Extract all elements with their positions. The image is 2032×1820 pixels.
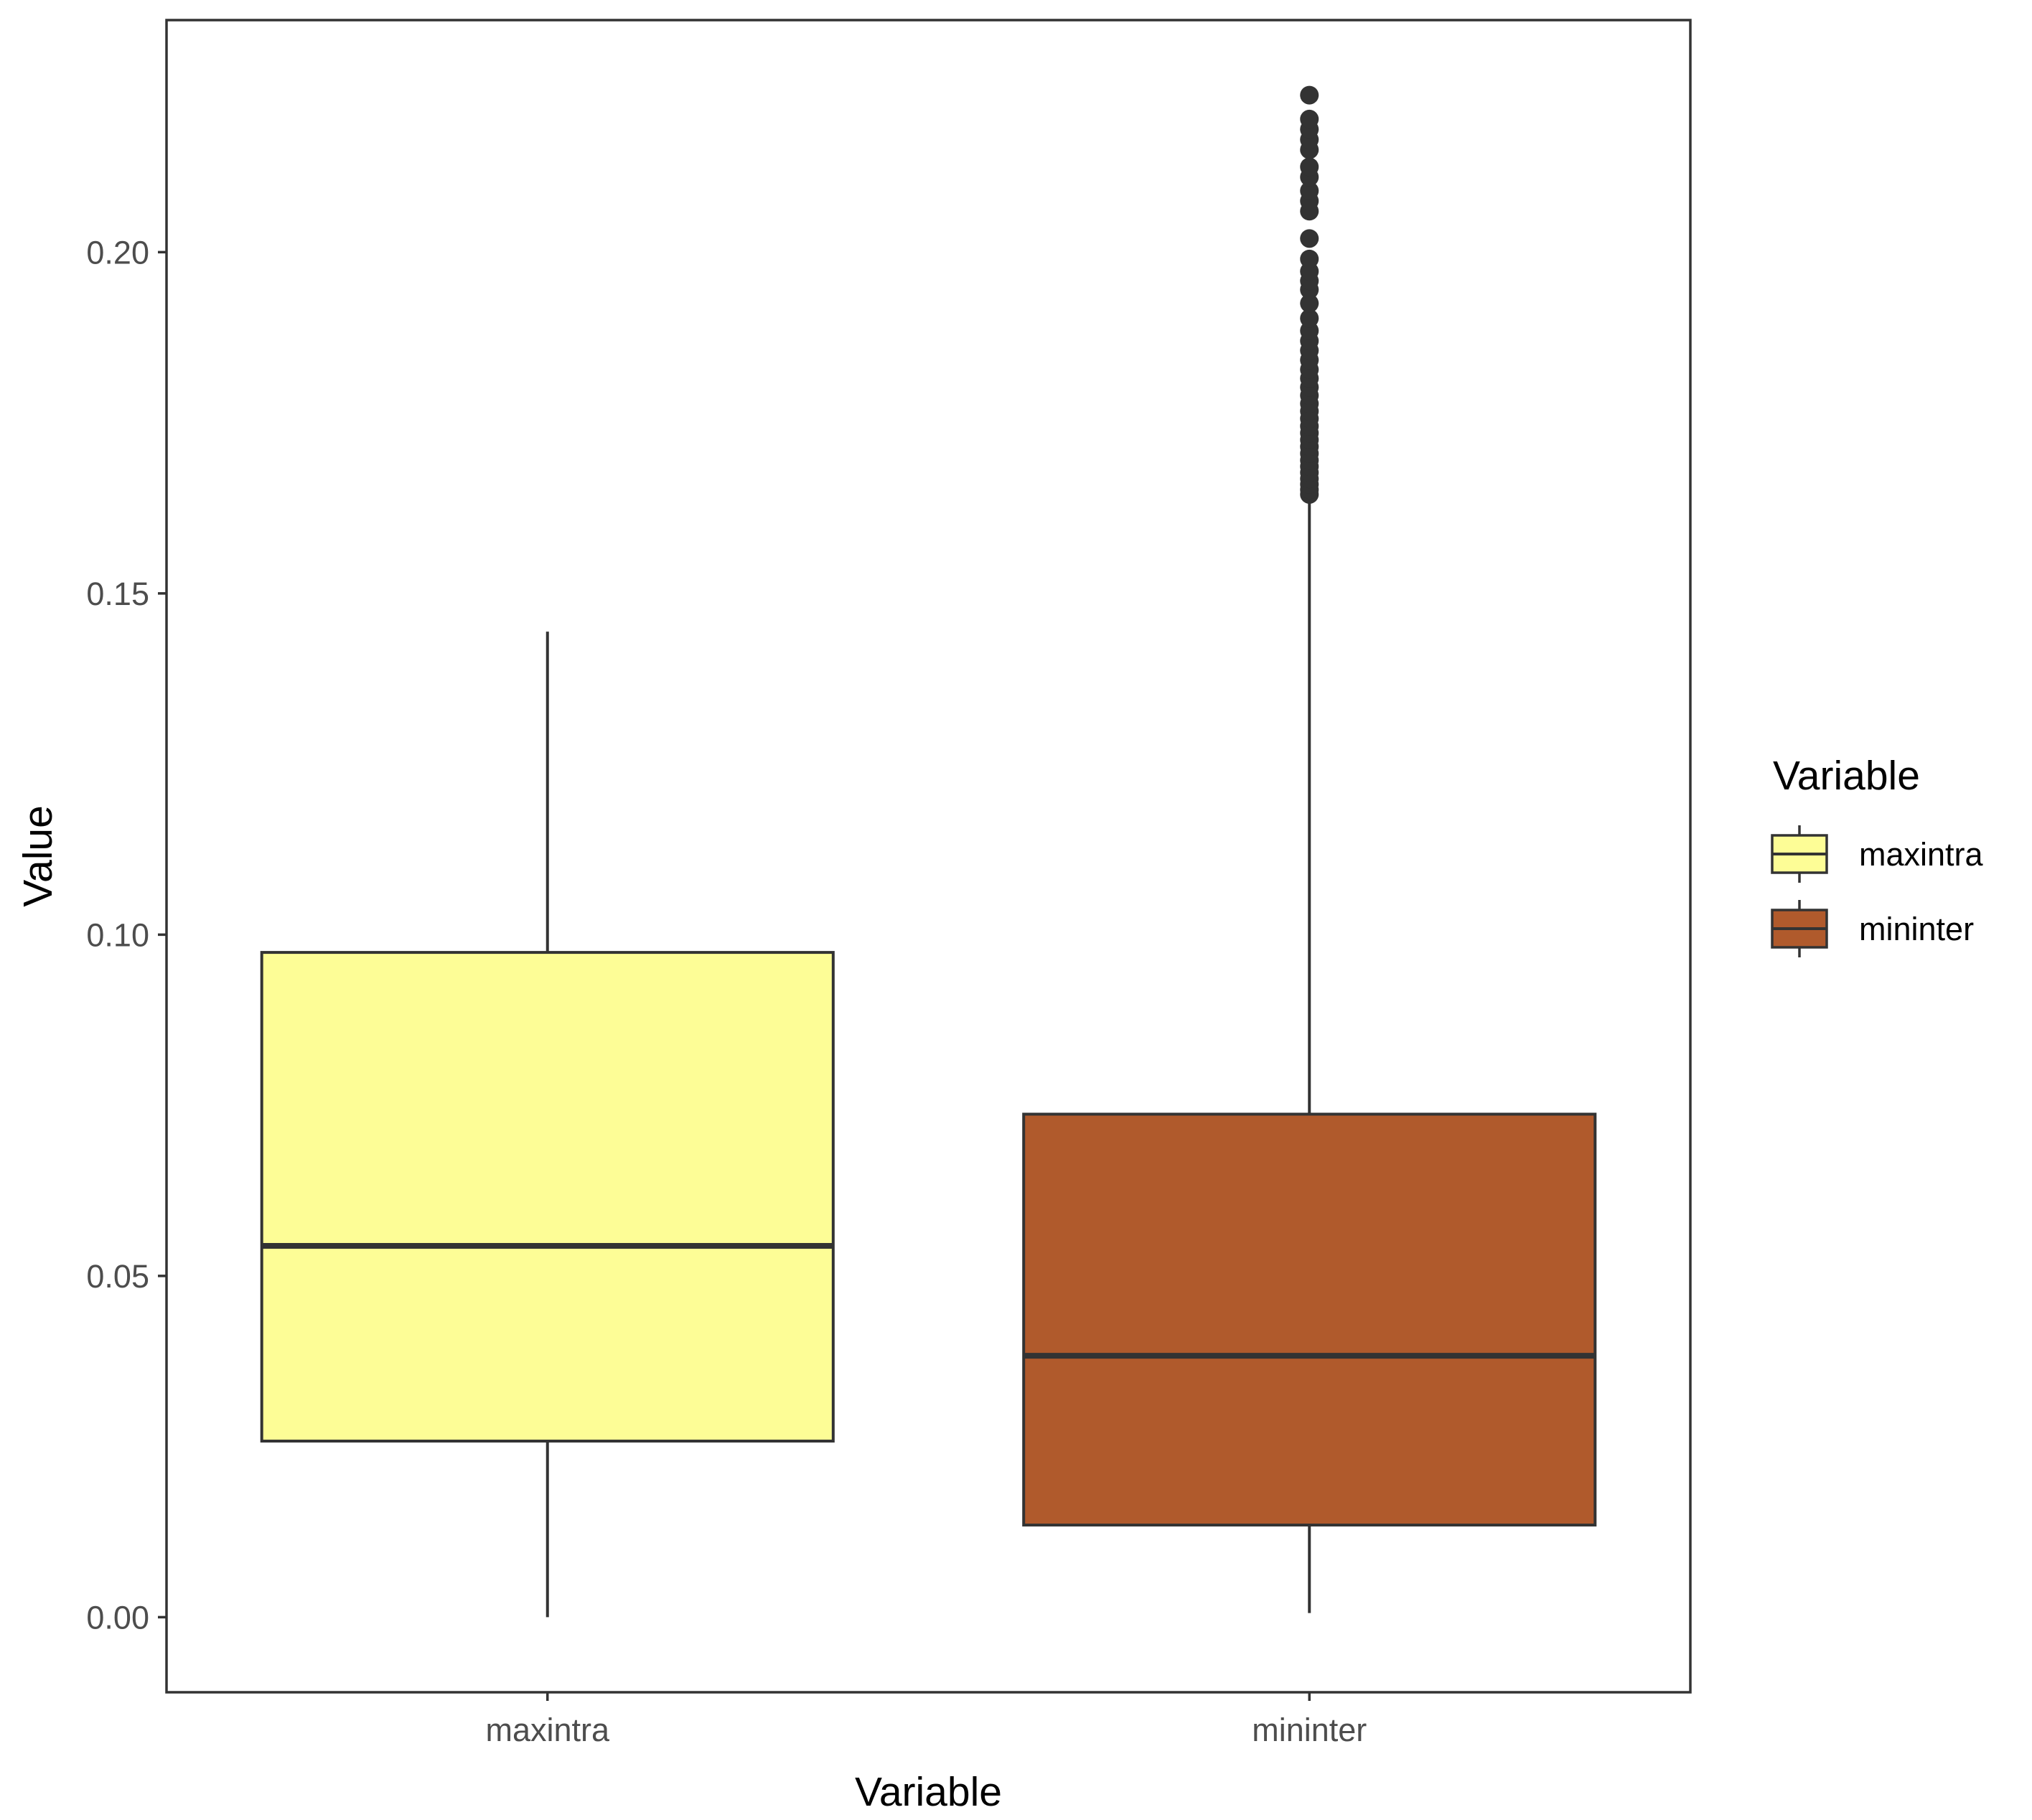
y-tick-label: 0.20 [86,234,149,271]
outlier-point [1300,109,1319,128]
legend: Variable maxintra mininter [1771,753,1984,957]
y-tick-label: 0.05 [86,1258,149,1295]
outlier-point [1300,85,1319,105]
outlier-point [1300,157,1319,177]
box-mininter [1022,1112,1597,1526]
panel-border [165,19,1692,1694]
y-axis-title: Value [15,805,61,907]
plot-area [260,85,1597,1618]
legend-label: mininter [1859,911,1974,947]
outlier-point [1300,249,1319,268]
outlier-point [1300,294,1319,313]
y-tick-label: 0.15 [86,576,149,612]
legend-label: maxintra [1859,836,1984,873]
y-tick-label: 0.10 [86,916,149,953]
x-axis: maxintra mininter [485,1692,1367,1748]
y-axis: 0.00 0.05 0.10 0.15 0.20 [86,234,167,1636]
box-group-mininter [1022,85,1597,1613]
box-maxintra [260,951,835,1443]
box-group-maxintra [260,632,835,1618]
y-tick-label: 0.00 [86,1599,149,1636]
legend-item-mininter: mininter [1771,900,1974,957]
x-tick-label: mininter [1252,1712,1367,1748]
outlier-point [1300,181,1319,200]
x-tick-label: maxintra [485,1712,610,1748]
outlier-point [1300,309,1319,328]
legend-item-maxintra: maxintra [1771,825,1984,883]
x-axis-title: Variable [855,1769,1002,1815]
legend-title: Variable [1773,753,1920,799]
outlier-point [1300,229,1319,248]
